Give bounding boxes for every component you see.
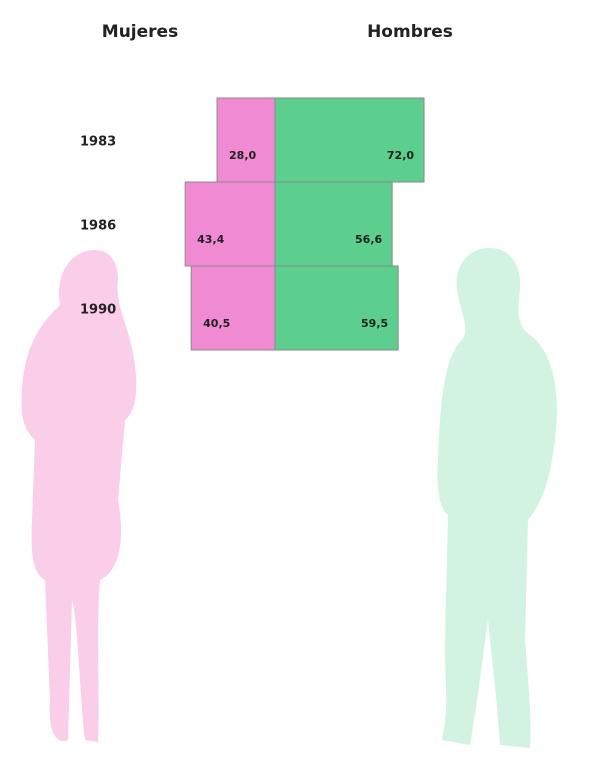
man-silhouette [437,248,557,748]
value-label: 72,0 [387,149,414,162]
bar [275,98,424,182]
chart: Mujeres Hombres 1983 28,0 72,0 1986 43,4 56,6 19… [0,0,589,783]
woman-silhouette [22,250,137,742]
bar [275,266,398,350]
bar [185,182,275,266]
category-label: 1986 [80,219,116,234]
series-header: Hombres [367,22,453,42]
category-label: 1990 [80,303,116,318]
category-label: 1983 [80,135,116,150]
bar [275,182,392,266]
series-header: Mujeres [102,22,178,42]
value-label: 43,4 [197,233,224,246]
value-label: 40,5 [203,317,230,330]
value-label: 28,0 [229,149,256,162]
bar [217,98,275,182]
value-label: 59,5 [361,317,388,330]
value-label: 56,6 [355,233,382,246]
bar [191,266,275,350]
